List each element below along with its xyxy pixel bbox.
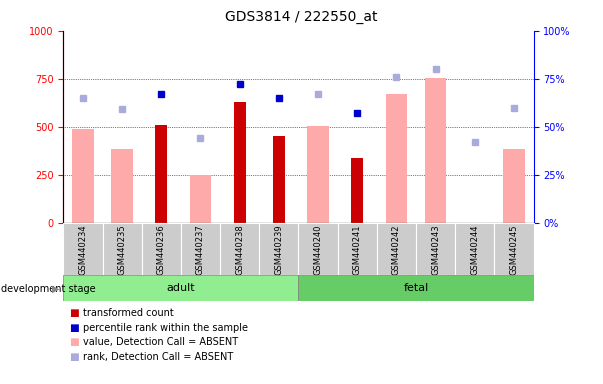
Bar (103, 223, 142, 275)
Bar (63, 223, 103, 275)
Bar (338, 223, 377, 275)
Bar (273, 136, 285, 223)
Text: GDS3814 / 222550_at: GDS3814 / 222550_at (226, 10, 377, 23)
Bar (298, 275, 534, 301)
Text: value, Detection Call = ABSENT: value, Detection Call = ABSENT (83, 337, 238, 347)
Text: GSM440245: GSM440245 (510, 224, 519, 275)
Text: GSM440241: GSM440241 (353, 224, 362, 275)
Text: rank, Detection Call = ABSENT: rank, Detection Call = ABSENT (83, 352, 233, 362)
Text: GSM440237: GSM440237 (196, 224, 205, 275)
Bar (416, 223, 455, 275)
Bar (425, 78, 446, 223)
Bar (156, 125, 167, 223)
Text: GSM440235: GSM440235 (118, 224, 127, 275)
Text: ■: ■ (69, 308, 79, 318)
Text: fetal: fetal (403, 283, 429, 293)
Text: GSM440242: GSM440242 (392, 224, 401, 275)
Text: GSM440240: GSM440240 (314, 224, 323, 275)
Bar (308, 126, 329, 223)
Bar (72, 129, 93, 223)
Bar (142, 223, 181, 275)
Bar (377, 223, 416, 275)
Bar (455, 223, 494, 275)
Bar (259, 223, 298, 275)
Text: GSM440236: GSM440236 (157, 224, 166, 275)
Text: transformed count: transformed count (83, 308, 173, 318)
Bar (181, 223, 220, 275)
Bar (234, 102, 245, 223)
Text: development stage: development stage (1, 284, 96, 294)
Text: GSM440238: GSM440238 (235, 224, 244, 275)
Bar (63, 275, 298, 301)
Bar (112, 149, 133, 223)
Bar (386, 94, 407, 223)
Text: GSM440234: GSM440234 (78, 224, 87, 275)
Bar (504, 149, 525, 223)
Text: adult: adult (166, 283, 195, 293)
Text: ■: ■ (69, 337, 79, 347)
Text: ■: ■ (69, 323, 79, 333)
Bar (352, 159, 363, 223)
Text: GSM440239: GSM440239 (274, 224, 283, 275)
Bar (190, 175, 211, 223)
Text: ▶: ▶ (52, 284, 59, 294)
Bar (494, 223, 534, 275)
Bar (220, 223, 259, 275)
Text: ■: ■ (69, 352, 79, 362)
Text: percentile rank within the sample: percentile rank within the sample (83, 323, 248, 333)
Text: GSM440244: GSM440244 (470, 224, 479, 275)
Bar (298, 223, 338, 275)
Text: GSM440243: GSM440243 (431, 224, 440, 275)
